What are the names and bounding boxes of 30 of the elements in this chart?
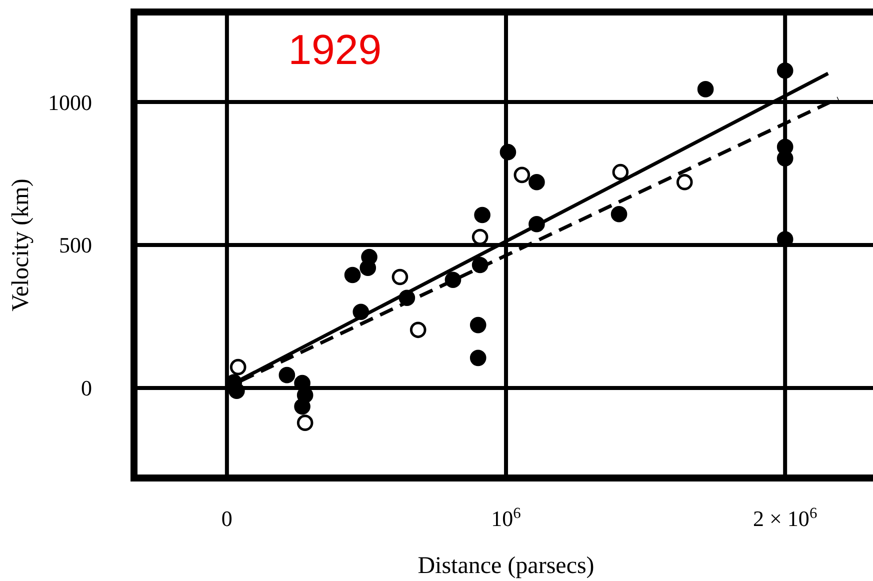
y-tick-label: 0 — [81, 376, 92, 401]
point — [296, 414, 314, 431]
point — [360, 260, 376, 276]
point — [474, 206, 490, 224]
y-tick-label: 1000 — [48, 90, 92, 115]
y-axis-title: Velocity (km) — [8, 178, 34, 312]
point — [392, 268, 408, 286]
point — [228, 382, 245, 399]
point — [610, 206, 628, 222]
point — [776, 231, 794, 248]
point — [500, 144, 516, 160]
point — [676, 174, 693, 190]
x-tick-label: 2 × 10$^{6}$ — [753, 504, 818, 531]
x-axis-title: Distance (parsecs) — [418, 553, 594, 579]
point — [514, 166, 530, 184]
point — [344, 266, 361, 284]
point — [294, 398, 310, 415]
point — [230, 358, 246, 376]
point — [612, 164, 629, 180]
x-tick-label: 10$^{6}$ — [491, 504, 522, 531]
point — [776, 62, 794, 79]
point — [470, 316, 486, 334]
point — [470, 350, 486, 366]
point — [697, 81, 714, 98]
x-tick-label: 0 — [221, 506, 232, 531]
annotation: 1929 — [288, 26, 382, 73]
point — [528, 174, 545, 190]
point — [410, 322, 426, 338]
point — [278, 366, 296, 384]
y-tick-label: 500 — [59, 232, 92, 258]
